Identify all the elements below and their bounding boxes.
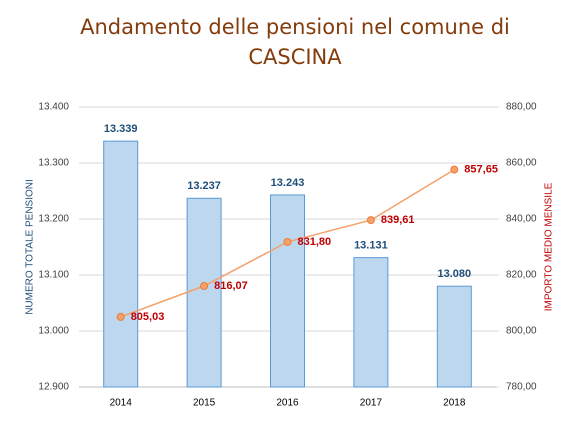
y2-tick-label: 780,00 [506,382,537,393]
y2-axis-label: IMPORTO MEDIO MENSILE [544,182,555,311]
y-tick-label: 13.100 [38,270,69,281]
y2-tick-label: 840,00 [506,214,537,225]
y2-tick-label: 800,00 [506,326,537,337]
line-label: 839,61 [381,214,415,226]
line-marker [283,237,292,246]
line-marker [450,165,459,174]
bar [186,197,222,388]
y2-tick-label: 860,00 [506,158,537,169]
line-label: 831,80 [298,236,332,248]
line-label: 805,03 [131,311,165,323]
line-marker [366,216,375,225]
bar [436,285,472,388]
chart-title: Andamento delle pensioni nel comune di [80,15,510,39]
y2-tick-label: 880,00 [506,102,537,113]
chart-title: CASCINA [248,45,342,69]
bar-label: 13.237 [187,180,221,192]
bar-label: 13.080 [437,268,471,280]
line-marker [200,282,209,291]
y-tick-label: 13.000 [38,326,69,337]
y-tick-label: 13.400 [38,102,69,113]
y-tick-label: 12.900 [38,382,69,393]
bar [353,257,389,388]
y-tick-label: 13.300 [38,158,69,169]
bar-label: 13.243 [271,177,305,189]
bar-label: 13.339 [104,123,138,135]
line-label: 816,07 [214,280,248,292]
bar-label: 13.131 [354,240,388,252]
x-tick-label: 2016 [276,398,299,409]
x-tick-label: 2017 [360,398,383,409]
bar [103,140,139,388]
line-marker [116,312,125,321]
line-label: 857,65 [464,163,498,175]
bar [270,194,305,388]
y-axis-label: NUMERO TOTALE PENSIONI [25,179,36,315]
x-tick-label: 2018 [443,398,466,409]
y2-tick-label: 820,00 [506,270,537,281]
y-tick-label: 13.200 [38,214,69,225]
x-tick-label: 2015 [193,398,216,409]
x-tick-label: 2014 [110,398,133,409]
